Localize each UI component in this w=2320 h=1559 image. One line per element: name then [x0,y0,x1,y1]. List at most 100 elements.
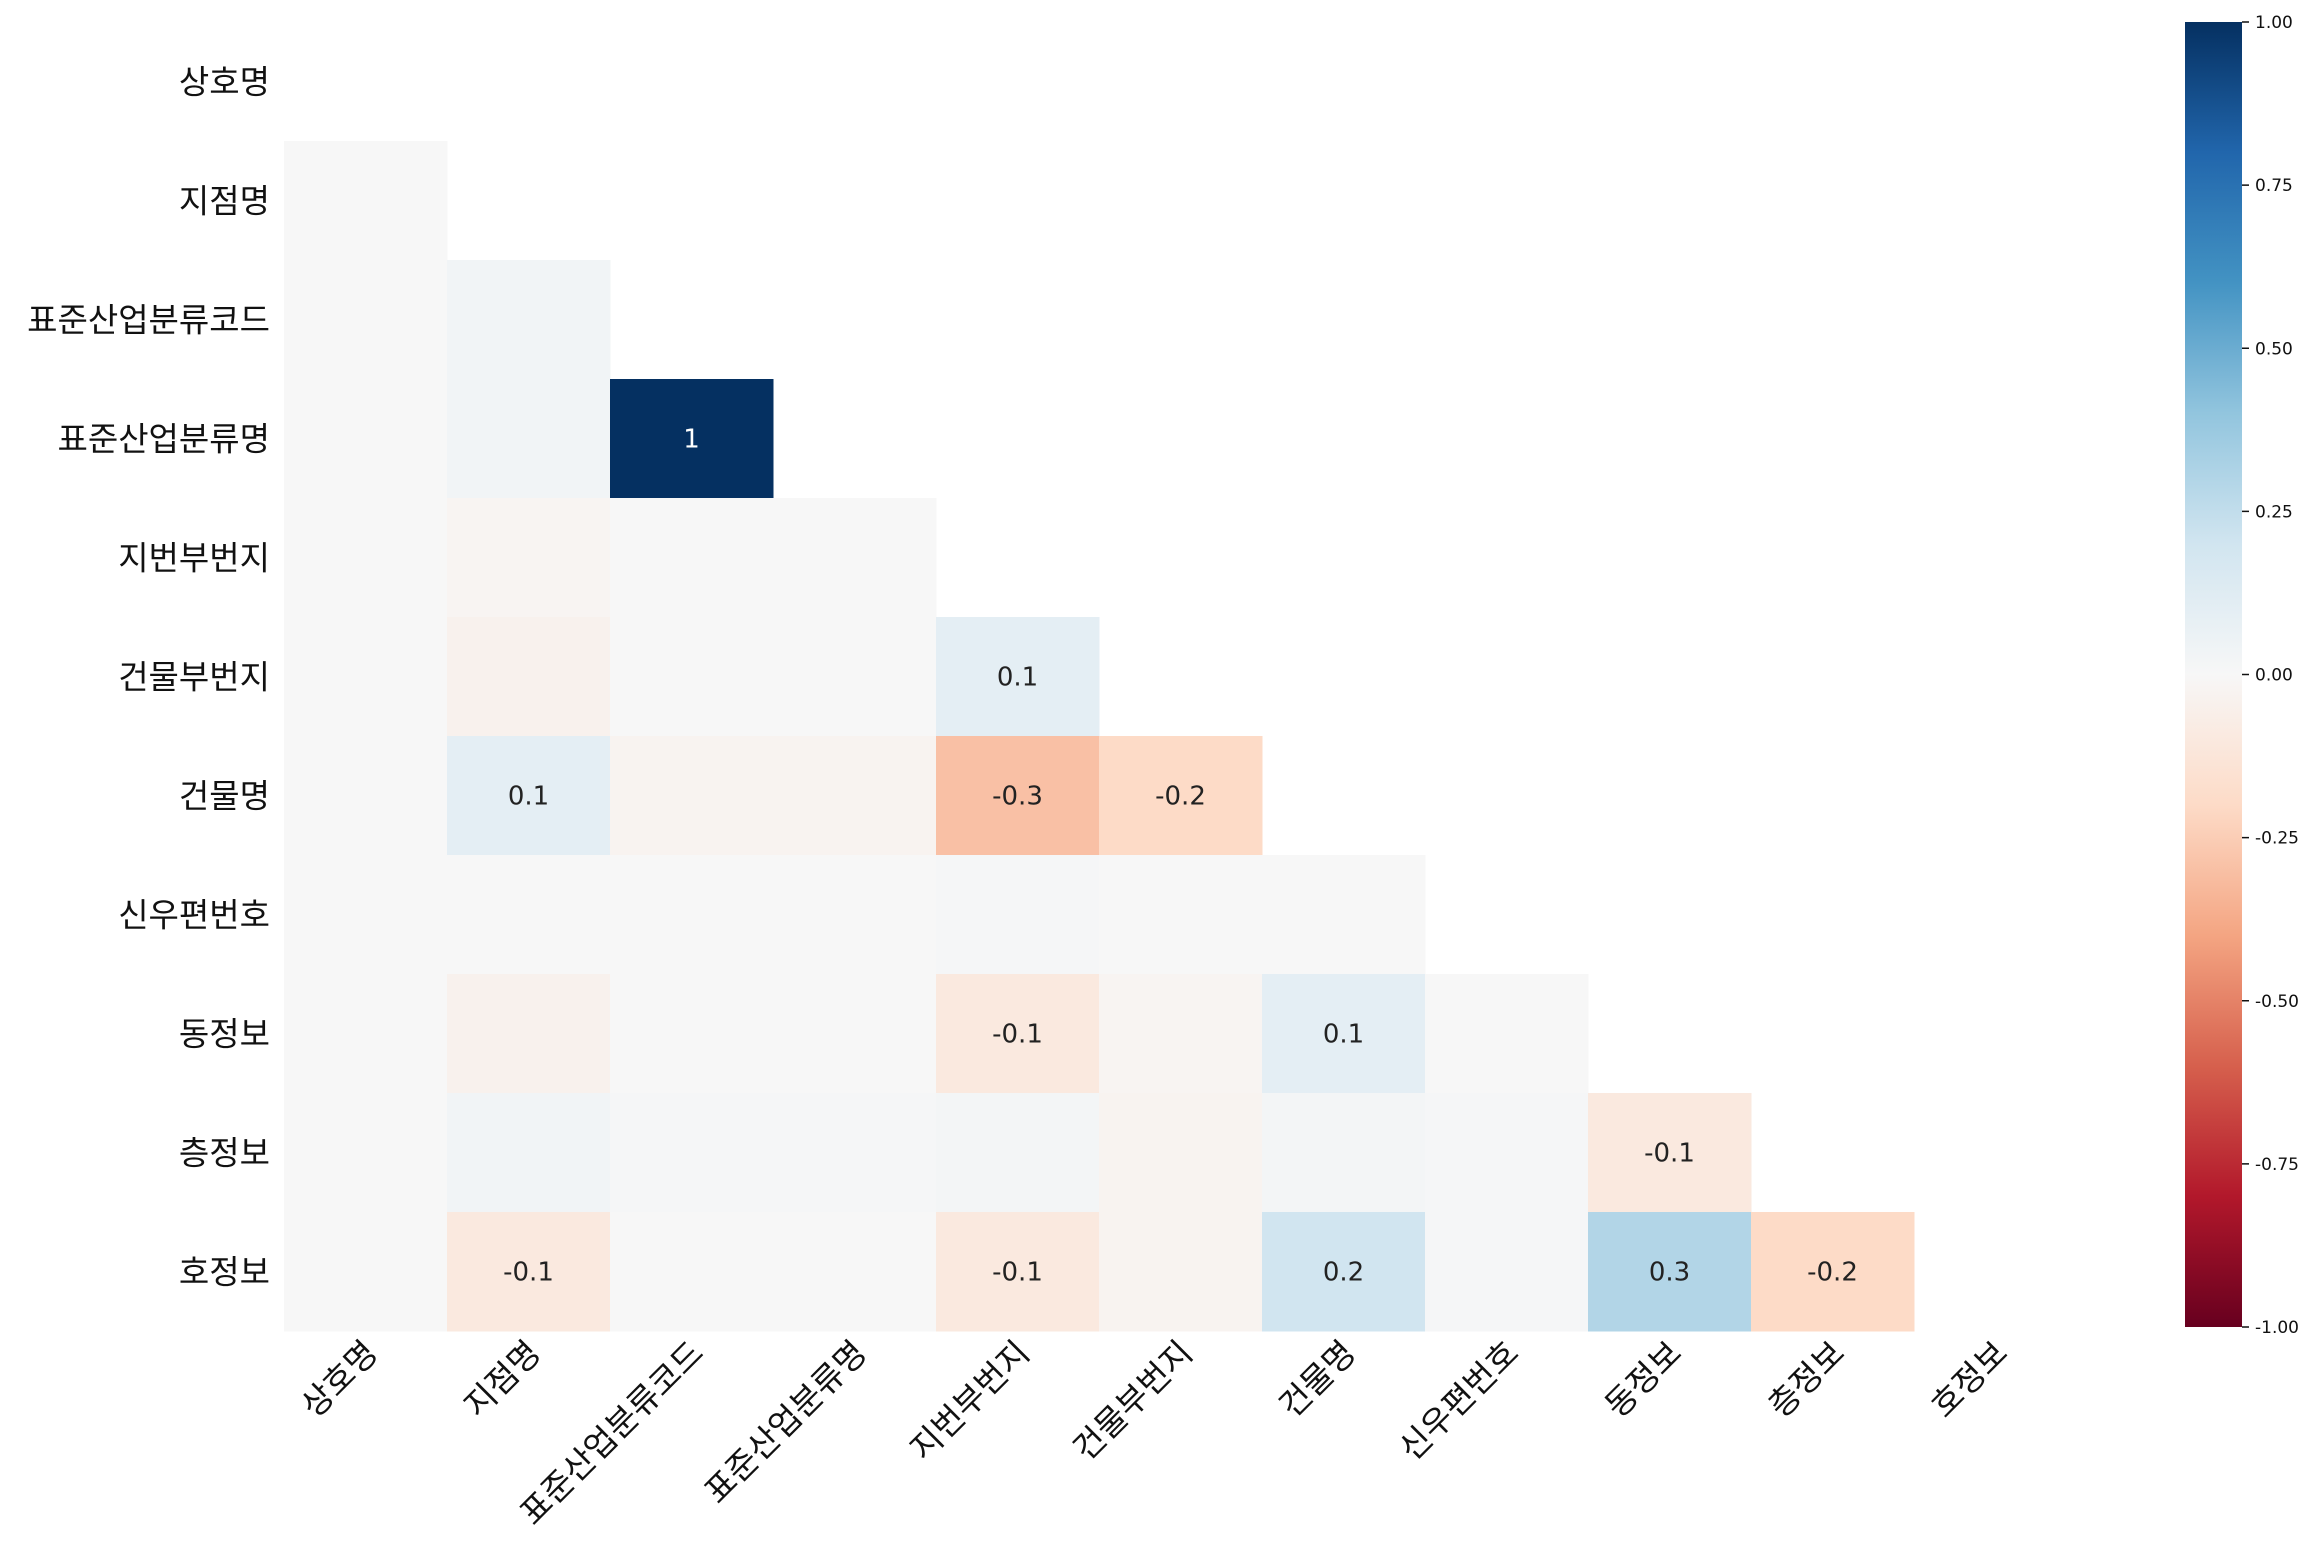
cell-value-label: -0.3 [992,782,1043,812]
column-label: 지점명 [456,1333,548,1425]
colorbar-tick-label: 0.50 [2255,339,2293,359]
heatmap-cell [447,379,611,499]
heatmap-cell [284,974,448,1094]
heatmap-cell [1262,1212,1426,1332]
cell-value-label: -0.1 [992,1020,1043,1050]
y-axis-labels: 상호명지점명표준산업분류코드표준산업분류명지번부번지건물부번지건물명신우편번호동… [27,63,270,1292]
heatmap-cell [447,617,611,737]
heatmap-cell [936,617,1100,737]
cell-value-label: 0.3 [1649,1258,1690,1288]
heatmap-cell [447,1212,611,1332]
cell-value-label: 0.1 [997,663,1038,693]
colorbar-ticks: 1.00 0.75 0.50 0.25 0.00 -0.25 -0.50 -0.75 -1.00 [2242,13,2299,1338]
row-label: 표준산업분류명 [57,420,270,459]
heatmap-cell [1588,1093,1752,1213]
column-label: 동정보 [1597,1333,1689,1425]
heatmap-cell [284,1212,448,1332]
heatmap-cell [610,855,774,975]
cell-value-label: -0.1 [503,1258,554,1288]
cell-value-label: -0.1 [1644,1139,1695,1169]
row-label: 건물부번지 [118,658,270,697]
cell-value-label: 1 [683,425,700,455]
heatmap-cell [1099,855,1263,975]
colorbar-tick-label: 1.00 [2255,13,2293,33]
cell-value-label: -0.2 [1155,782,1206,812]
colorbar-tick-label: -0.25 [2255,829,2299,849]
cell-value-label: -0.1 [992,1258,1043,1288]
heatmap-cell [1588,1212,1752,1332]
heatmap-cell [773,855,937,975]
row-label: 신우편번호 [118,896,270,935]
heatmap-cell [447,498,611,618]
heatmap-cell [773,974,937,1094]
heatmap-cell [610,1212,774,1332]
column-label: 건물부번지 [1065,1333,1200,1468]
cell-value-label: 0.1 [508,782,549,812]
cell-annotations: 1 0.1 0.1 -0.3 -0.2 -0.1 0.1 -0.1 -0.1 -0.1 0.2 0.3… [503,425,1858,1288]
row-label: 지번부번지 [118,539,270,578]
column-label: 신우편번호 [1391,1333,1526,1468]
heatmap-cell [936,1212,1100,1332]
heatmap-cell [773,498,937,618]
heatmap-cell [1099,1212,1263,1332]
row-label: 건물명 [179,777,270,816]
heatmap-cell [1099,1093,1263,1213]
heatmap-cell [610,617,774,737]
heatmap-cell [936,855,1100,975]
heatmap-cell [447,974,611,1094]
heatmap-cell [1751,1212,1915,1332]
column-label: 호정보 [1923,1333,2015,1425]
colorbar-tick-label: 0.25 [2255,502,2293,522]
heatmap-cell [1262,1093,1426,1213]
cell-value-label: 0.1 [1323,1020,1364,1050]
heatmap-cell [284,736,448,856]
heatmap-cell [447,736,611,856]
heatmap-cell [1425,974,1589,1094]
heatmap-cell [773,1093,937,1213]
colorbar-tick-label: -1.00 [2255,1318,2299,1338]
cell-value-label: -0.2 [1807,1258,1858,1288]
colorbar-gradient [2185,22,2242,1327]
heatmap-cell [1262,855,1426,975]
heatmap-cell [447,855,611,975]
heatmap-cell [1099,736,1263,856]
row-label: 지점명 [179,182,270,221]
row-label: 동정보 [179,1015,270,1054]
row-label: 표준산업분류코드 [27,301,270,340]
column-label: 층정보 [1760,1333,1852,1425]
colorbar-tick-label: 0.00 [2255,666,2293,686]
heatmap-cell [284,1093,448,1213]
heatmap-cell [773,617,937,737]
heatmap-cell [284,855,448,975]
heatmap-cell [936,974,1100,1094]
column-label: 표준산업분류명 [696,1333,874,1511]
heatmap-cell [610,379,774,499]
heatmap-cell [610,974,774,1094]
row-label: 층정보 [179,1134,270,1173]
heatmap-cell [1425,1212,1589,1332]
colorbar-tick-label: 0.75 [2255,176,2293,196]
heatmap-cell [936,736,1100,856]
heatmap-cell [447,260,611,380]
row-label: 호정보 [179,1253,270,1292]
colorbar-tick-label: -0.75 [2255,1155,2299,1175]
heatmap-cell [1425,1093,1589,1213]
heatmap-cell [284,260,448,380]
heatmap-cell [284,379,448,499]
heatmap-cell [284,617,448,737]
heatmap-cell [447,1093,611,1213]
colorbar-tick-label: -0.50 [2255,992,2299,1012]
heatmap-cell [773,736,937,856]
heatmap-cells [284,141,1915,1332]
heatmap-cell [1262,974,1426,1094]
heatmap-cell [610,498,774,618]
column-label: 상호명 [293,1333,385,1425]
column-label: 건물명 [1271,1333,1363,1425]
heatmap-cell [284,141,448,261]
heatmap-cell [936,1093,1100,1213]
cell-value-label: 0.2 [1323,1258,1364,1288]
row-label: 상호명 [179,63,270,102]
heatmap-cell [284,498,448,618]
